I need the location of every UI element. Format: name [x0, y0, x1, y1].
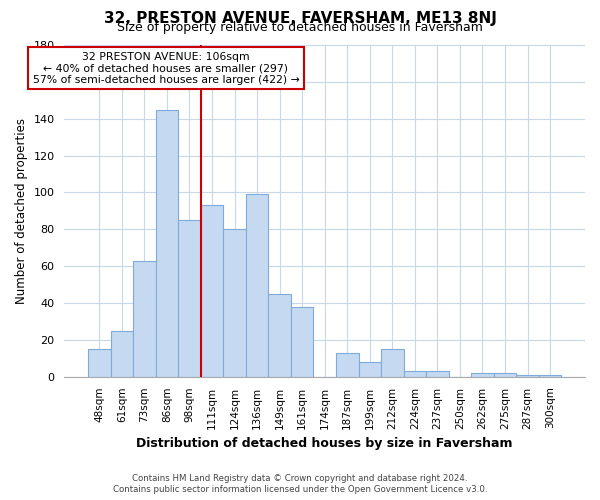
Bar: [178, 220, 201, 377]
Bar: [133, 260, 155, 377]
Bar: [381, 349, 404, 377]
Bar: [516, 375, 539, 377]
Bar: [494, 373, 516, 377]
Text: 32, PRESTON AVENUE, FAVERSHAM, ME13 8NJ: 32, PRESTON AVENUE, FAVERSHAM, ME13 8NJ: [104, 11, 496, 26]
Bar: [539, 375, 562, 377]
Bar: [291, 307, 313, 377]
Bar: [88, 349, 110, 377]
Bar: [246, 194, 268, 377]
Text: Size of property relative to detached houses in Faversham: Size of property relative to detached ho…: [117, 22, 483, 35]
Bar: [201, 206, 223, 377]
Text: 32 PRESTON AVENUE: 106sqm  
← 40% of detached houses are smaller (297)
57% of se: 32 PRESTON AVENUE: 106sqm ← 40% of detac…: [32, 52, 299, 85]
Bar: [155, 110, 178, 377]
Y-axis label: Number of detached properties: Number of detached properties: [15, 118, 28, 304]
Bar: [223, 230, 246, 377]
Bar: [404, 372, 426, 377]
Bar: [268, 294, 291, 377]
Bar: [471, 373, 494, 377]
Text: Contains HM Land Registry data © Crown copyright and database right 2024.
Contai: Contains HM Land Registry data © Crown c…: [113, 474, 487, 494]
Bar: [426, 372, 449, 377]
Bar: [336, 353, 359, 377]
Bar: [359, 362, 381, 377]
Bar: [110, 330, 133, 377]
X-axis label: Distribution of detached houses by size in Faversham: Distribution of detached houses by size …: [136, 437, 513, 450]
